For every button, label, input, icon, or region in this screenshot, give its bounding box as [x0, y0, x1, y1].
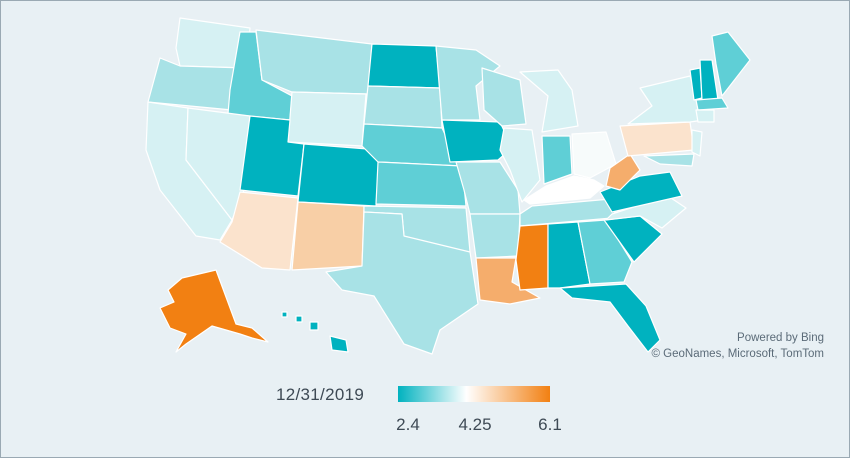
state-connecticut[interactable]	[695, 109, 715, 123]
state-hawaii[interactable]	[281, 311, 349, 353]
state-wisconsin[interactable]	[481, 67, 527, 127]
map-attribution: Powered by Bing © GeoNames, Microsoft, T…	[652, 330, 825, 362]
state-new-hampshire[interactable]	[699, 59, 719, 101]
state-new-york[interactable]	[627, 75, 705, 125]
state-maryland[interactable]	[643, 153, 695, 167]
state-massachusetts[interactable]	[695, 97, 729, 111]
state-kentucky[interactable]	[523, 175, 605, 205]
state-illinois[interactable]	[499, 127, 541, 203]
state-maine[interactable]	[711, 31, 751, 97]
state-alaska[interactable]	[159, 269, 269, 353]
state-kansas[interactable]	[375, 161, 467, 207]
state-virginia[interactable]	[599, 171, 683, 213]
attribution-copyright[interactable]: © GeoNames, Microsoft, TomTom	[651, 348, 825, 360]
legend-max-label: 6.1	[538, 415, 562, 434]
state-north-dakota[interactable]	[367, 43, 441, 89]
state-alabama[interactable]	[547, 221, 591, 289]
state-new-jersey[interactable]	[691, 129, 703, 157]
state-mississippi[interactable]	[515, 223, 549, 291]
state-arizona[interactable]	[219, 191, 299, 271]
state-montana[interactable]	[255, 29, 373, 95]
state-georgia[interactable]	[577, 219, 633, 285]
state-west-virginia[interactable]	[605, 153, 641, 191]
legend-color-ramp	[398, 386, 550, 402]
state-ohio[interactable]	[571, 131, 617, 179]
legend-date-label: 12/31/2019	[276, 385, 365, 404]
state-florida[interactable]	[559, 283, 661, 353]
state-texas[interactable]	[325, 211, 479, 355]
state-indiana[interactable]	[541, 135, 573, 185]
state-pennsylvania[interactable]	[619, 121, 695, 157]
state-south-dakota[interactable]	[363, 85, 443, 129]
state-michigan[interactable]	[519, 69, 579, 133]
state-wyoming[interactable]	[287, 91, 367, 147]
state-arkansas[interactable]	[469, 213, 521, 259]
state-colorado[interactable]	[297, 143, 381, 207]
attribution-powered-by[interactable]: Powered by Bing	[737, 332, 824, 344]
state-new-mexico[interactable]	[291, 201, 365, 271]
legend-mid-label: 4.25	[458, 415, 492, 434]
legend-min-label: 2.4	[396, 415, 420, 434]
